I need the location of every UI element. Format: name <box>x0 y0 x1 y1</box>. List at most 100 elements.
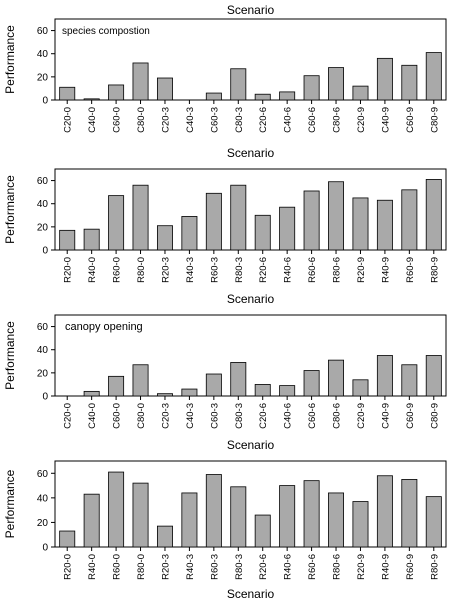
x-tick-label: R80-0 <box>136 554 147 580</box>
y-tick-label: 60 <box>37 26 49 37</box>
bar <box>401 64 418 101</box>
x-tick-label: C60-3 <box>209 403 220 429</box>
x-tick-label: R60-0 <box>112 257 123 283</box>
x-tick-label: R40-0 <box>87 257 98 283</box>
chart-panel-2: Scenario 0 20 40 60 Performance R20-0 R40-0 R60-… <box>3 146 447 283</box>
chart-panel-3: Scenario canopy opening 0 20 40 60 Performance… <box>3 292 447 429</box>
x-tick-label: R20-6 <box>258 554 269 580</box>
bar <box>279 91 296 101</box>
y-tick-label: 20 <box>37 368 49 379</box>
x-tick-label: R60-9 <box>405 554 416 580</box>
y-tick-label: 0 <box>42 96 48 107</box>
bar <box>352 85 369 101</box>
bar <box>83 228 100 251</box>
bar <box>303 190 320 251</box>
x-axis-label: Scenario <box>227 587 275 601</box>
bar <box>59 530 76 548</box>
x-tick-label: C60-0 <box>112 107 123 133</box>
x-tick-label: R80-3 <box>234 257 245 283</box>
y-tick-label: 0 <box>42 392 48 403</box>
bar <box>376 57 393 101</box>
bar <box>230 486 247 548</box>
x-tick-label: C20-6 <box>258 107 269 133</box>
bar <box>181 492 198 548</box>
bar <box>181 388 198 397</box>
bar <box>156 525 173 548</box>
y-tick-label: 40 <box>37 493 49 504</box>
x-tick-label: C20-0 <box>63 403 74 429</box>
x-tick-label: C80-9 <box>429 403 440 429</box>
x-tick-label: R80-0 <box>136 257 147 283</box>
x-tick-label: R80-6 <box>332 554 343 580</box>
y-tick-label: 40 <box>37 345 49 356</box>
bar <box>254 93 271 101</box>
bar <box>401 189 418 251</box>
x-tick-label: C40-0 <box>87 107 98 133</box>
x-tick-label: C40-9 <box>380 403 391 429</box>
x-tick-label: R20-3 <box>160 554 171 580</box>
chart-panel-1: Scenario species compostion 0 20 40 60 Perform… <box>3 3 447 133</box>
x-tick-label: R20-0 <box>63 554 74 580</box>
y-tick-label: 60 <box>37 322 49 333</box>
x-tick-label: C20-3 <box>160 403 171 429</box>
x-tick-label: C80-6 <box>332 107 343 133</box>
bar <box>376 475 393 548</box>
bar <box>352 379 369 397</box>
plot-frame <box>54 460 447 548</box>
y-tick-label: 0 <box>42 543 48 554</box>
x-tick-label: C80-6 <box>332 403 343 429</box>
bar <box>205 192 222 251</box>
bar <box>425 496 442 548</box>
bar <box>352 197 369 251</box>
x-tick-label: R60-9 <box>405 257 416 283</box>
x-tick-label: C60-3 <box>209 107 220 133</box>
x-tick-label: C60-0 <box>112 403 123 429</box>
y-tick-label: 40 <box>37 199 49 210</box>
bar <box>254 514 271 548</box>
x-tick-label: R60-3 <box>209 554 220 580</box>
x-tick-label: R80-3 <box>234 554 245 580</box>
bar <box>132 184 149 251</box>
plot-frame <box>54 314 447 397</box>
x-tick-label: R40-6 <box>283 554 294 580</box>
x-tick-label: R20-0 <box>63 257 74 283</box>
x-tick-label: R40-6 <box>283 257 294 283</box>
bar <box>132 364 149 397</box>
x-tick-label: R60-6 <box>307 257 318 283</box>
bar <box>205 92 222 101</box>
x-tick-label: C60-6 <box>307 403 318 429</box>
x-tick-label: C40-9 <box>380 107 391 133</box>
plot-frame <box>54 168 447 251</box>
bar <box>83 493 100 548</box>
y-tick-label: 60 <box>37 469 49 480</box>
bar <box>352 501 369 548</box>
y-tick-label: 20 <box>37 222 49 233</box>
x-tick-label: C20-9 <box>356 107 367 133</box>
bar <box>328 492 345 548</box>
bar <box>279 385 296 397</box>
x-tick-label: C20-6 <box>258 403 269 429</box>
bar <box>132 62 149 101</box>
x-tick-label: R40-9 <box>380 257 391 283</box>
bar <box>83 98 100 101</box>
bar <box>303 75 320 101</box>
bar <box>401 479 418 548</box>
x-tick-label: C20-0 <box>63 107 74 133</box>
x-tick-label: C80-3 <box>234 107 245 133</box>
bar <box>401 364 418 397</box>
x-tick-label: R40-3 <box>185 257 196 283</box>
bar <box>132 482 149 548</box>
x-tick-label: R40-9 <box>380 554 391 580</box>
x-tick-label: R20-9 <box>356 554 367 580</box>
x-tick-label: R60-3 <box>209 257 220 283</box>
y-tick-label: 20 <box>37 518 49 529</box>
bar <box>254 214 271 251</box>
x-tick-label: C60-9 <box>405 107 416 133</box>
y-axis-label: Performance <box>3 175 17 244</box>
bar <box>230 362 247 397</box>
bar <box>181 216 198 251</box>
bar <box>425 52 442 101</box>
plot-frame <box>54 18 447 101</box>
x-tick-label: C60-6 <box>307 107 318 133</box>
